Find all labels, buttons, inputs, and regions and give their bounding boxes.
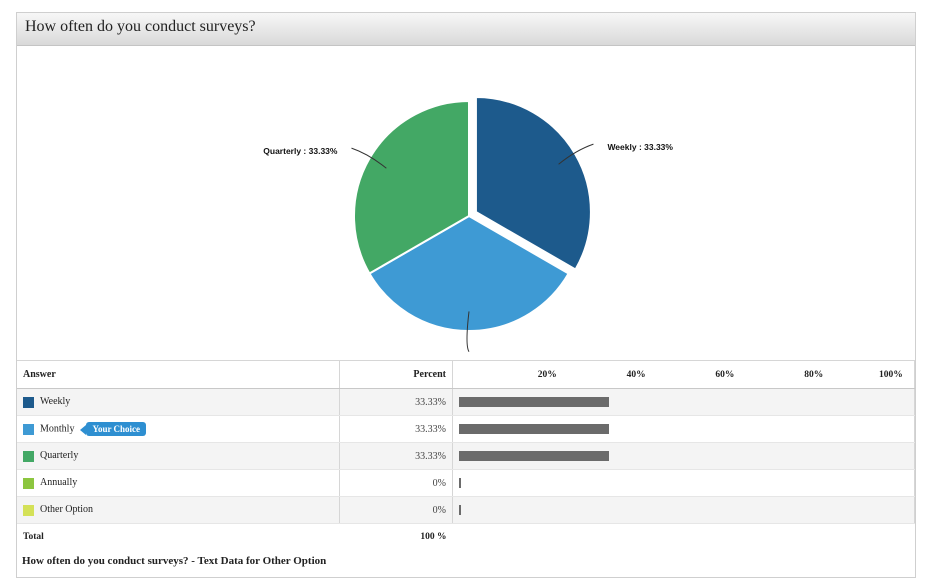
percent-cell: 33.33% bbox=[339, 415, 453, 443]
pie-leader-line bbox=[466, 311, 470, 352]
percent-cell: 33.33% bbox=[339, 388, 453, 416]
table-row: Quarterly 33.33% bbox=[17, 442, 915, 470]
pie-leader-line bbox=[351, 147, 387, 169]
percent-column-header: Percent bbox=[339, 360, 453, 389]
legend-swatch bbox=[23, 423, 34, 435]
legend-swatch bbox=[23, 477, 34, 489]
answer-label: Other Option bbox=[40, 504, 94, 516]
percent-bar bbox=[459, 505, 461, 515]
other-option-text-data-link[interactable]: How often do you conduct surveys? - Text… bbox=[22, 555, 327, 567]
total-spacer bbox=[453, 524, 915, 551]
pie-slice-quarterly[interactable] bbox=[353, 99, 470, 275]
pie-leader-line bbox=[558, 143, 594, 165]
bar-cell bbox=[452, 415, 915, 443]
percent-bar bbox=[459, 478, 461, 488]
bar-cell bbox=[452, 496, 915, 524]
answer-cell: Annually bbox=[17, 469, 340, 497]
table-row: Other Option 0% bbox=[17, 496, 915, 524]
legend-swatch bbox=[23, 504, 34, 516]
bar-cell bbox=[452, 469, 915, 497]
percent-cell: 0% bbox=[339, 496, 453, 524]
scale-ticks: 20% 40% 60% 80% 100% bbox=[453, 362, 914, 388]
pie-slice-weekly[interactable] bbox=[474, 95, 592, 271]
table-header-row: Answer Percent 20% 40% 60% 80% 100% bbox=[17, 360, 915, 389]
answer-cell: Quarterly bbox=[17, 442, 340, 470]
total-label: Total bbox=[23, 532, 44, 542]
pie-slice-monthly[interactable] bbox=[368, 214, 570, 332]
answer-label: Monthly bbox=[40, 423, 75, 435]
question-title: How often do you conduct surveys? bbox=[25, 18, 256, 35]
scale-tick-label: 60% bbox=[715, 369, 735, 380]
pie-label-weekly: Weekly : 33.33% bbox=[607, 142, 673, 152]
table-row: Weekly 33.33% bbox=[17, 388, 915, 416]
question-header: How often do you conduct surveys? bbox=[17, 13, 915, 46]
percent-cell: 33.33% bbox=[339, 442, 453, 470]
answer-column-header: Answer bbox=[17, 360, 340, 389]
pie-label-quarterly: Quarterly : 33.33% bbox=[263, 146, 338, 156]
table-row: Annually 0% bbox=[17, 469, 915, 497]
answer-cell: Weekly bbox=[17, 388, 340, 416]
pie-chart: Weekly : 33.33%Monthly : 33.33%Quarterly… bbox=[263, 95, 673, 360]
answer-label: Weekly bbox=[40, 396, 71, 408]
scale-header: 20% 40% 60% 80% 100% bbox=[452, 360, 915, 389]
answer-label: Quarterly bbox=[40, 450, 79, 462]
legend-swatch bbox=[23, 450, 34, 462]
percent-cell: 0% bbox=[339, 469, 453, 497]
bar-cell bbox=[452, 442, 915, 470]
bar-cell bbox=[452, 388, 915, 416]
scale-tick-label: 40% bbox=[626, 369, 646, 380]
table-row: Monthly Your Choice 33.33% bbox=[17, 415, 915, 443]
percent-bar bbox=[459, 451, 609, 461]
total-row: Total 100 % bbox=[17, 524, 915, 551]
answer-cell: Other Option bbox=[17, 496, 340, 524]
percent-bar bbox=[459, 424, 609, 434]
your-choice-badge: Your Choice bbox=[80, 422, 147, 436]
answer-cell: Monthly Your Choice bbox=[17, 415, 340, 443]
total-value: 100 % bbox=[420, 532, 447, 542]
answer-label: Annually bbox=[40, 477, 78, 489]
scale-tick-label: 100% bbox=[879, 369, 903, 380]
scale-tick-label: 20% bbox=[537, 369, 557, 380]
percent-bar bbox=[459, 397, 609, 407]
results-table: Answer Percent 20% 40% 60% 80% 100% Weekly 33… bbox=[17, 360, 915, 550]
scale-tick-label: 80% bbox=[804, 369, 824, 380]
legend-swatch bbox=[23, 396, 34, 408]
results-panel: How often do you conduct surveys? Weekly… bbox=[16, 12, 916, 578]
